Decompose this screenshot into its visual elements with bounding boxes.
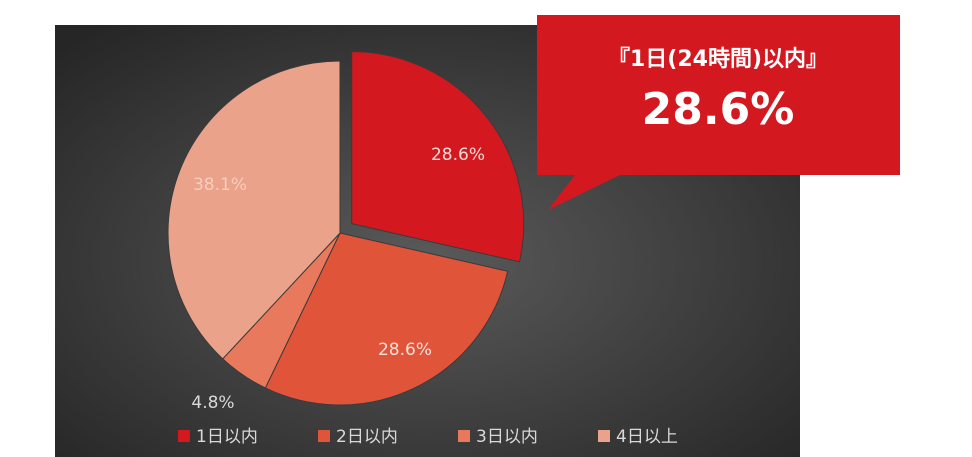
legend-label: 4日以上 (616, 427, 678, 447)
pie-slice (167, 60, 341, 360)
legend-swatch (318, 430, 330, 442)
data-label: 38.1% (193, 175, 247, 195)
callout-title: 『1日(24時間)以内』 (608, 46, 828, 72)
legend-label: 1日以内 (196, 427, 258, 447)
data-label: 28.6% (378, 340, 432, 360)
callout-value: 28.6% (642, 84, 795, 135)
pie-slice (264, 232, 509, 406)
legend-label: 2日以内 (336, 427, 398, 447)
legend-swatch (458, 430, 470, 442)
pie: 28.6% 28.6% 4.8% 38.1% (167, 51, 525, 413)
legend-swatch (598, 430, 610, 442)
legend-label: 3日以内 (476, 427, 538, 447)
callout: 『1日(24時間)以内』 28.6% (537, 15, 900, 210)
data-label: 4.8% (191, 393, 234, 413)
callout-box (537, 15, 900, 210)
pie-slice (351, 51, 525, 263)
data-label: 28.6% (431, 145, 485, 165)
legend-swatch (178, 430, 190, 442)
legend: 1日以内 2日以内 3日以内 4日以上 (178, 427, 678, 447)
